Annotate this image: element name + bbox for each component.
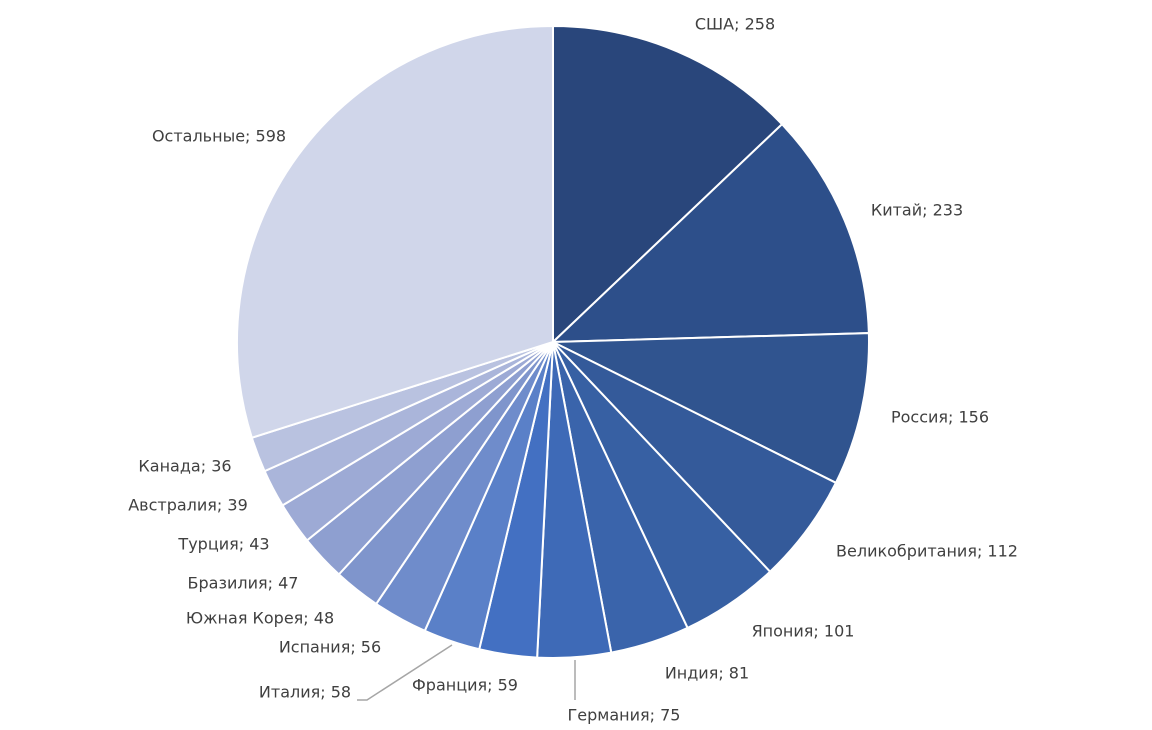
data-label: Италия; 58 <box>259 683 351 702</box>
data-label: Остальные; 598 <box>152 127 286 146</box>
data-label: Испания; 56 <box>279 638 381 657</box>
data-label: США; 258 <box>695 15 775 34</box>
data-label: Франция; 59 <box>412 676 518 695</box>
data-label: Южная Корея; 48 <box>186 609 334 628</box>
data-label: Бразилия; 47 <box>188 574 299 593</box>
data-label: Германия; 75 <box>568 706 681 725</box>
data-label: Япония; 101 <box>752 622 855 641</box>
data-label: Великобритания; 112 <box>836 542 1018 561</box>
leader-line <box>357 644 453 701</box>
data-label: Канада; 36 <box>138 457 231 476</box>
pie-slice <box>552 332 870 485</box>
data-label: Китай; 233 <box>871 201 963 220</box>
data-label: Индия; 81 <box>665 664 749 683</box>
data-label: Турция; 43 <box>177 535 269 554</box>
data-label: Россия; 156 <box>891 408 989 427</box>
pie-slice <box>552 24 784 345</box>
pie-slice <box>550 122 870 344</box>
data-label: Австралия; 39 <box>128 496 248 515</box>
pie-slice <box>236 24 554 440</box>
